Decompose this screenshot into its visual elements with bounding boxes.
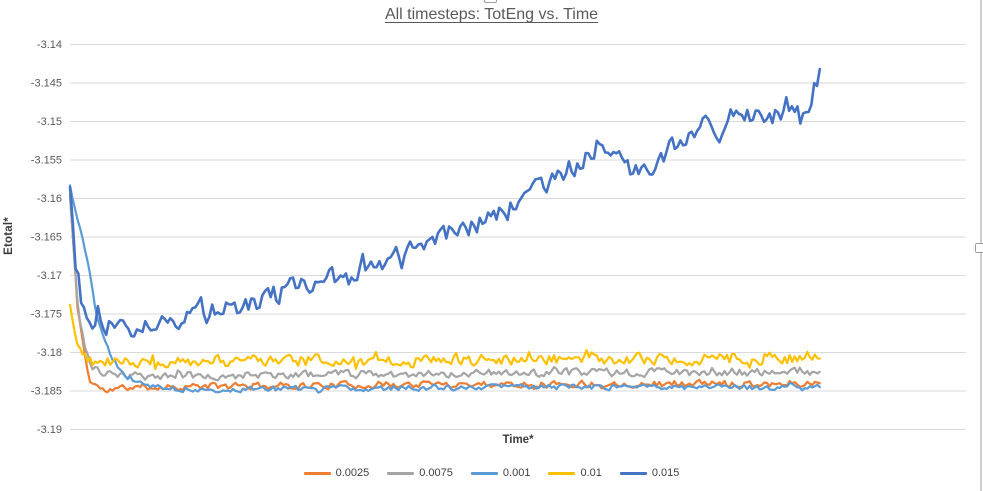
y-tick-label: -3.145 [31,78,62,90]
gridlines-group [70,44,966,430]
selection-handle-top[interactable] [484,0,497,3]
legend-line-swatch-0.01 [548,471,576,475]
series-line-0.0075[interactable] [68,195,821,382]
y-tick-label: -3.19 [37,424,62,436]
series-line-0.001[interactable] [68,184,821,394]
series-group [68,67,822,394]
y-axis-title[interactable]: Etotal* [3,217,15,255]
y-tick-label: -3.185 [31,386,62,398]
series-line-0.01[interactable] [68,303,821,371]
legend-item-0.0075[interactable]: 0.0075 [387,467,453,479]
legend-label-0.01: 0.01 [580,467,602,479]
y-tick-label: -3.165 [31,232,62,244]
legend-line-swatch-0.015 [619,471,647,475]
legend: 0.0025 0.0075 0.001 0.01 0.015 [0,467,983,479]
legend-line-swatch-0.0025 [303,471,331,475]
y-tick-label: -3.15 [37,116,62,128]
y-tick-label: -3.14 [37,39,62,51]
legend-line-swatch-0.001 [470,471,498,475]
y-tick-label: -3.17 [37,270,62,282]
series-line-0.0025[interactable] [68,193,821,394]
chart-title[interactable]: All timesteps: TotEng vs. Time [384,6,599,23]
x-axis-title[interactable]: Time* [502,434,534,446]
legend-label-0.015: 0.015 [651,467,680,479]
y-tick-label: -3.16 [37,193,62,205]
selection-handle-right[interactable] [975,243,983,253]
legend-label-0.0075: 0.0075 [419,467,453,479]
legend-item-0.001[interactable]: 0.001 [470,467,531,479]
legend-item-0.0025[interactable]: 0.0025 [303,467,370,479]
legend-label-0.0025: 0.0025 [335,467,370,479]
legend-item-0.01[interactable]: 0.01 [548,467,602,479]
series-line-0.015[interactable] [68,67,822,338]
legend-item-0.015[interactable]: 0.015 [619,467,680,479]
y-tick-label: -3.155 [31,155,62,167]
y-tick-labels-group: -3.14 -3.145 -3.15 -3.155 -3.16 -3.165 -3.17 -3… [31,39,62,436]
legend-line-swatch-0.0075 [387,471,415,475]
y-tick-label: -3.18 [37,347,62,359]
legend-label-0.001: 0.001 [502,467,531,479]
y-tick-label: -3.175 [31,309,62,321]
